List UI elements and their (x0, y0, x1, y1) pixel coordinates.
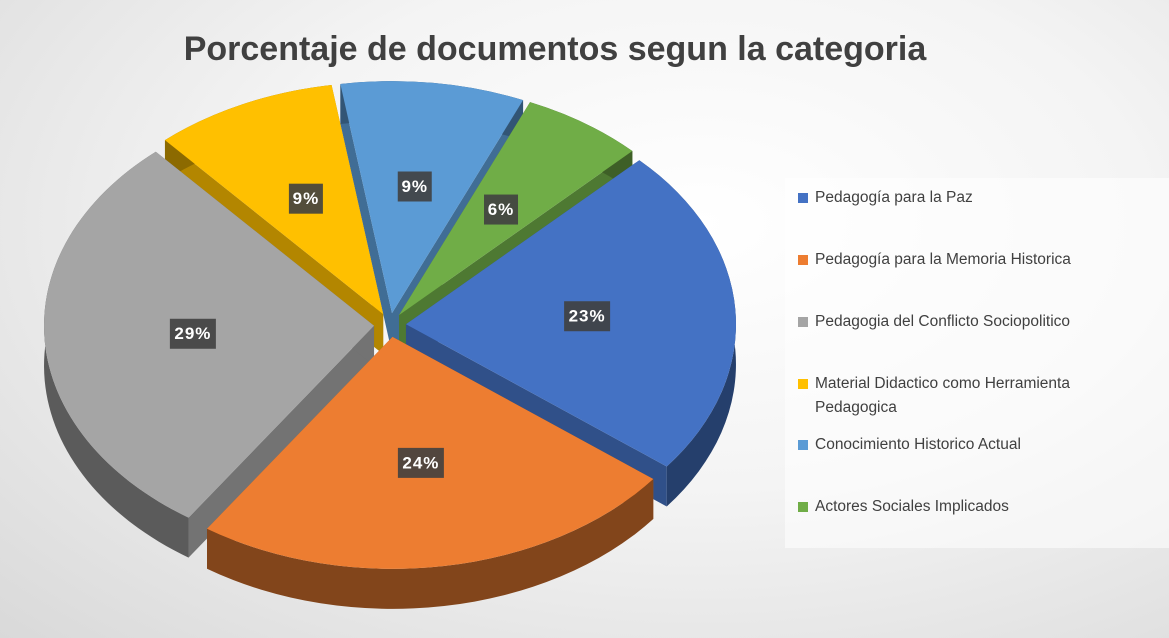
legend-item: Conocimiento Historico Actual (798, 433, 1128, 457)
legend-label: Pedagogía para la Memoria Historica (815, 251, 1071, 268)
legend-swatch (798, 379, 808, 389)
chart-title: Porcentaje de documentos segun la catego… (183, 30, 927, 68)
legend-swatch (798, 502, 808, 512)
value-label: 29% (174, 324, 211, 343)
legend-item: Material Didactico como Herramienta Peda… (798, 372, 1128, 420)
value-label-box (169, 318, 216, 349)
value-label: 9% (293, 189, 320, 208)
legend-item: Actores Sociales Implicados (798, 495, 1128, 519)
legend-item: Pedagogia del Conflicto Sociopolitico (798, 310, 1128, 334)
legend-swatch (798, 440, 808, 450)
slice (164, 84, 384, 315)
value-label: 6% (488, 200, 515, 219)
slice-side (340, 83, 393, 354)
value-label: 23% (569, 307, 606, 326)
value-label: 9% (401, 177, 428, 196)
value-label-box (288, 183, 323, 214)
value-label-box (397, 171, 432, 202)
slice-side (207, 479, 654, 609)
legend-label: Actores Sociales Implicados (815, 498, 1009, 515)
legend-item: Pedagogía para la Paz (798, 186, 1128, 210)
legend-label: Conocimiento Historico Actual (815, 436, 1021, 453)
legend: Pedagogía para la Paz Pedagogía para la M… (785, 178, 1169, 548)
value-label-box (397, 447, 444, 478)
legend-item: Pedagogía para la Memoria Historica (798, 248, 1128, 272)
legend-label: Pedagogía para la Paz (815, 189, 973, 206)
legend-label: Pedagogia del Conflicto Sociopolitico (815, 313, 1071, 330)
slice-side (188, 325, 375, 558)
legend-swatch (798, 317, 808, 327)
legend-label: Material Didactico como Herramienta Peda… (815, 375, 1070, 416)
value-label-box (564, 301, 611, 332)
value-label-box (484, 194, 519, 225)
legend-swatch (798, 255, 808, 265)
legend-swatch (798, 193, 808, 203)
value-label: 24% (402, 453, 439, 472)
